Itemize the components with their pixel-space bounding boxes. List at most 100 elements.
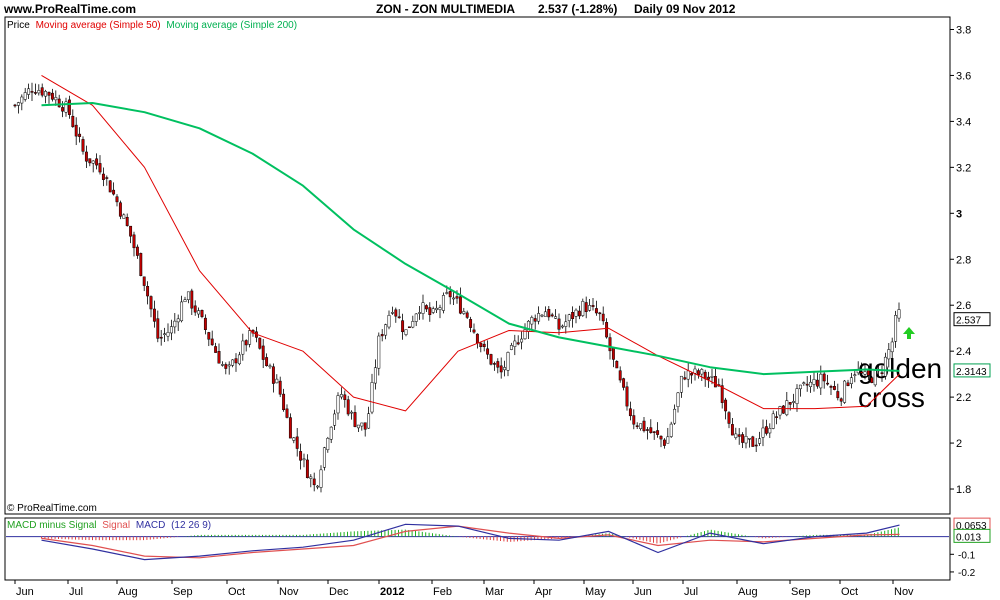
candle-body bbox=[482, 343, 486, 347]
candle-body bbox=[401, 320, 405, 333]
candle-body bbox=[214, 346, 218, 353]
candle-body bbox=[156, 318, 160, 339]
candle-body bbox=[751, 436, 755, 447]
candle-body bbox=[577, 310, 581, 317]
candle-body bbox=[554, 316, 558, 319]
candle-body bbox=[146, 286, 150, 297]
candle-body bbox=[326, 438, 330, 451]
candle-body bbox=[384, 324, 388, 336]
candle-body bbox=[513, 340, 517, 347]
candle-body bbox=[190, 290, 194, 309]
annotation-line2: cross bbox=[858, 382, 925, 413]
candle-body bbox=[200, 309, 204, 317]
candle-body bbox=[67, 99, 71, 115]
candle-body bbox=[537, 313, 541, 322]
candle-body bbox=[744, 436, 748, 444]
candle-body bbox=[883, 356, 887, 377]
candle-body bbox=[666, 436, 670, 444]
candle-body bbox=[846, 382, 850, 386]
candle-body bbox=[220, 364, 224, 366]
price-tick-label: 1.8 bbox=[956, 484, 971, 496]
candle-body bbox=[764, 426, 768, 434]
x-tick-label: 2012 bbox=[380, 586, 404, 598]
macd-legend-signal: Signal bbox=[102, 520, 130, 531]
x-tick-label: Jul bbox=[69, 586, 83, 598]
candle-body bbox=[40, 87, 44, 96]
price-tick-label: 2.4 bbox=[956, 346, 971, 358]
candle-body bbox=[611, 348, 615, 360]
candle-body bbox=[805, 383, 809, 386]
candle-body bbox=[37, 90, 41, 94]
candle-body bbox=[309, 476, 313, 479]
candle-body bbox=[819, 373, 823, 389]
candle-body bbox=[809, 381, 813, 387]
candle-body bbox=[822, 373, 826, 382]
candle-body bbox=[669, 423, 673, 437]
candle-body bbox=[686, 370, 690, 380]
candle-body bbox=[730, 424, 734, 436]
candle-body bbox=[370, 382, 374, 413]
candle-body bbox=[815, 379, 819, 387]
candle-body bbox=[50, 92, 54, 100]
candle-body bbox=[458, 296, 462, 314]
candle-body bbox=[584, 302, 588, 312]
last-price-badge: 2.537 bbox=[956, 316, 981, 327]
x-tick-label: Sep bbox=[791, 586, 811, 598]
candle-body bbox=[203, 317, 207, 330]
candle-body bbox=[193, 305, 197, 313]
x-tick-label: Nov bbox=[894, 586, 914, 598]
price-panel bbox=[4, 16, 951, 515]
candle-body bbox=[74, 124, 78, 137]
candle-body bbox=[353, 412, 357, 427]
candle-body bbox=[652, 431, 656, 433]
candle-body bbox=[115, 196, 119, 203]
candle-body bbox=[863, 371, 867, 375]
candle-body bbox=[149, 296, 153, 310]
price-tick-label: 3.8 bbox=[956, 24, 971, 36]
candle-body bbox=[431, 308, 435, 313]
candle-body bbox=[581, 301, 585, 316]
candle-body bbox=[322, 447, 326, 468]
candle-body bbox=[407, 326, 411, 328]
candle-body bbox=[244, 340, 248, 346]
candle-body bbox=[435, 307, 439, 311]
x-tick-label: Oct bbox=[228, 586, 245, 598]
candle-body bbox=[683, 377, 687, 380]
candle-body bbox=[724, 399, 728, 412]
candle-body bbox=[642, 420, 646, 432]
candle-body bbox=[778, 406, 782, 416]
candle-body bbox=[472, 329, 476, 333]
candle-body bbox=[866, 369, 870, 376]
legend-price: Price bbox=[7, 20, 30, 31]
candle-body bbox=[356, 424, 360, 429]
x-tick-label: Jun bbox=[634, 586, 652, 598]
price-tick-label: 3.6 bbox=[956, 70, 971, 82]
price-tick-label: 3 bbox=[956, 208, 962, 220]
candle-body bbox=[271, 366, 275, 384]
candle-body bbox=[411, 321, 415, 328]
candle-body bbox=[618, 370, 622, 381]
candle-body bbox=[897, 309, 901, 319]
candle-body bbox=[176, 318, 180, 323]
x-tick-label: Jul bbox=[684, 586, 698, 598]
candle-body bbox=[71, 115, 75, 127]
candle-body bbox=[520, 338, 524, 343]
candle-body bbox=[23, 92, 27, 100]
candle-body bbox=[292, 437, 296, 441]
candle-body bbox=[873, 370, 877, 386]
x-tick-label: Apr bbox=[535, 586, 552, 598]
candle-body bbox=[839, 398, 843, 402]
candle-body bbox=[377, 335, 381, 369]
candle-body bbox=[479, 342, 483, 347]
candle-body bbox=[197, 310, 201, 315]
candle-body bbox=[860, 371, 864, 374]
candle-body bbox=[622, 378, 626, 388]
candle-body bbox=[105, 177, 109, 179]
candle-body bbox=[547, 309, 551, 318]
candle-body bbox=[173, 320, 177, 328]
candle-body bbox=[129, 225, 133, 237]
candle-body bbox=[16, 102, 20, 106]
candle-body bbox=[360, 422, 364, 427]
candle-body bbox=[241, 340, 245, 355]
candle-body bbox=[492, 363, 496, 365]
